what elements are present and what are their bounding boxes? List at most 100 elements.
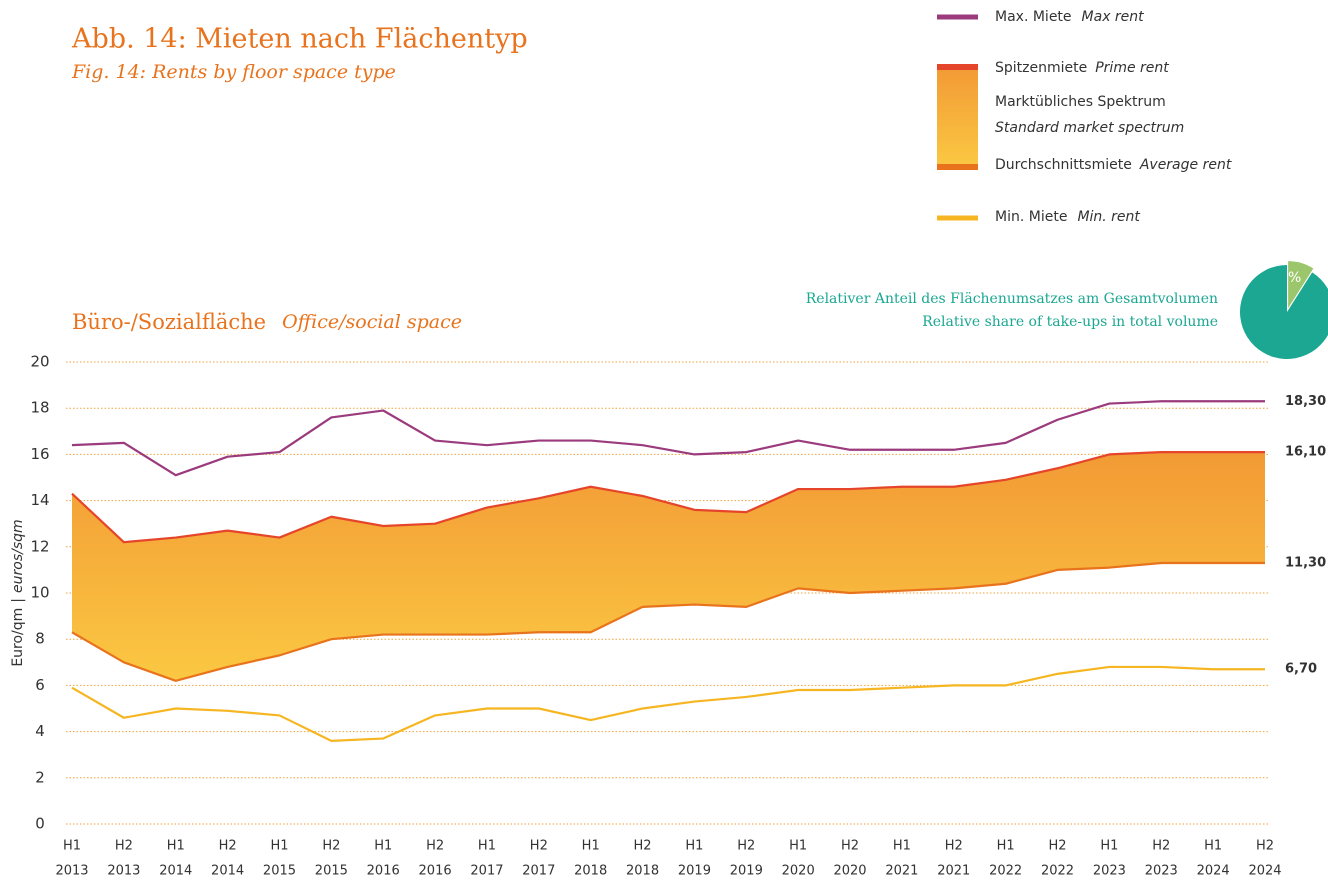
x-tick-label: 2014 (211, 864, 244, 879)
x-tick-label: 2013 (107, 864, 140, 879)
x-tick-label: 2019 (678, 864, 711, 879)
legend-en: Max rent (1082, 9, 1145, 25)
x-tick-label: H1 (270, 839, 288, 854)
x-tick-label: 2017 (522, 864, 555, 879)
y-tick-label: 12 (30, 537, 49, 555)
y-tick-label: 0 (35, 815, 45, 833)
x-tick-label: H1 (893, 839, 911, 854)
x-tick-label: 2013 (55, 864, 88, 879)
x-tick-label: H1 (63, 839, 81, 854)
x-tick-label: H2 (1048, 839, 1066, 854)
chart-title: Abb. 14: Mieten nach Flächentyp (71, 24, 528, 55)
x-tick-label: H2 (841, 839, 859, 854)
value-label: 6,70 (1285, 662, 1317, 677)
series-line (71, 665, 1265, 742)
x-tick-label: 2015 (263, 864, 296, 879)
series-line (71, 561, 1265, 682)
legend-swatch (937, 164, 978, 170)
x-tick-label: 2014 (159, 864, 192, 879)
legend-en: Min. rent (1077, 209, 1140, 225)
x-tick-label: 2024 (1248, 864, 1281, 879)
x-tick-label: H2 (1152, 839, 1170, 854)
x-tick-label: 2022 (989, 864, 1022, 879)
legend-de: Min. Miete (995, 209, 1067, 225)
y-tick-label: 10 (30, 584, 49, 602)
legend-entry: Durchschnittsmiete Average rent (995, 157, 1232, 173)
legend-entry: Standard market spectrum (995, 120, 1184, 136)
x-tick-label: 2015 (315, 864, 348, 879)
x-tick-label: 2023 (1093, 864, 1126, 879)
x-tick-label: H1 (1100, 839, 1118, 854)
x-tick-label: 2021 (937, 864, 970, 879)
legend-swatch (937, 215, 978, 221)
x-tick-label: H2 (945, 839, 963, 854)
pie-subtitle: Relative share of take-ups in total volu… (922, 314, 1218, 330)
x-tick-label: H2 (634, 839, 652, 854)
y-label-en: euros/sqm (10, 519, 26, 593)
y-tick-label: 6 (35, 676, 45, 694)
value-label: 18,30 (1285, 394, 1326, 409)
x-tick-label: 2018 (626, 864, 659, 879)
legend-de: Durchschnittsmiete (995, 157, 1132, 173)
legend-de: Max. Miete (995, 9, 1072, 25)
legend-entry: Max. Miete Max rent (995, 9, 1144, 25)
legend-entry: Spitzenmiete Prime rent (995, 60, 1169, 76)
pie-slice (1240, 265, 1328, 359)
legend-de: Spitzenmiete (995, 60, 1087, 76)
series-line (71, 450, 1265, 544)
y-tick-label: 8 (35, 630, 45, 648)
value-label: 16,10 (1285, 445, 1326, 460)
x-tick-label: H1 (478, 839, 496, 854)
x-tick-label: H2 (426, 839, 444, 854)
x-tick-label: 2016 (419, 864, 452, 879)
x-tick-label: H2 (737, 839, 755, 854)
x-tick-label: 2016 (367, 864, 400, 879)
pie-slice (1288, 261, 1314, 309)
x-tick-label: 2018 (574, 864, 607, 879)
x-tick-label: 2020 (833, 864, 866, 879)
legend-swatch (937, 14, 978, 20)
y-tick-label: 4 (35, 722, 45, 740)
heading-en: Office/social space (282, 311, 462, 333)
heading-de: Büro-/Sozialfläche (72, 310, 266, 334)
x-tick-label: H1 (167, 839, 185, 854)
band-area (72, 452, 1265, 681)
value-label: 11,30 (1285, 555, 1326, 570)
legend-de: Marktübliches Spektrum (995, 94, 1166, 110)
x-tick-label: 2020 (782, 864, 815, 879)
legend-entry: Marktübliches Spektrum (995, 94, 1166, 110)
y-tick-label: 2 (35, 768, 45, 786)
y-label-de: Euro/qm (10, 608, 26, 667)
x-tick-label: 2024 (1197, 864, 1230, 879)
x-tick-label: 2021 (885, 864, 918, 879)
legend-band (937, 67, 978, 167)
panel-heading: Büro-/Sozialfläche Office/social space (72, 310, 462, 334)
y-tick-label: 14 (30, 491, 49, 509)
x-tick-label: H1 (997, 839, 1015, 854)
x-tick-label: 2019 (730, 864, 763, 879)
legend-swatch (937, 64, 978, 70)
x-tick-label: H1 (685, 839, 703, 854)
y-tick-label: 16 (30, 445, 49, 463)
x-tick-label: 2017 (470, 864, 503, 879)
x-tick-label: H2 (115, 839, 133, 854)
y-tick-label: 20 (30, 353, 49, 371)
x-tick-label: H2 (322, 839, 340, 854)
x-tick-label: 2022 (1041, 864, 1074, 879)
x-tick-label: H1 (1204, 839, 1222, 854)
x-tick-label: H1 (374, 839, 392, 854)
x-tick-label: H2 (530, 839, 548, 854)
series-line (71, 400, 1265, 477)
x-tick-label: H1 (582, 839, 600, 854)
pie-title: Relativer Anteil des Flächenumsatzes am … (806, 291, 1218, 307)
x-tick-label: H2 (219, 839, 237, 854)
legend-en: Average rent (1139, 157, 1232, 173)
y-tick-label: 18 (30, 399, 49, 417)
legend-en: Prime rent (1095, 60, 1169, 76)
chart-subtitle: Fig. 14: Rents by floor space type (71, 61, 396, 83)
x-tick-label: 2023 (1145, 864, 1178, 879)
y-axis-label: Euro/qm | euros/sqm (10, 519, 26, 666)
x-tick-label: H2 (1256, 839, 1274, 854)
